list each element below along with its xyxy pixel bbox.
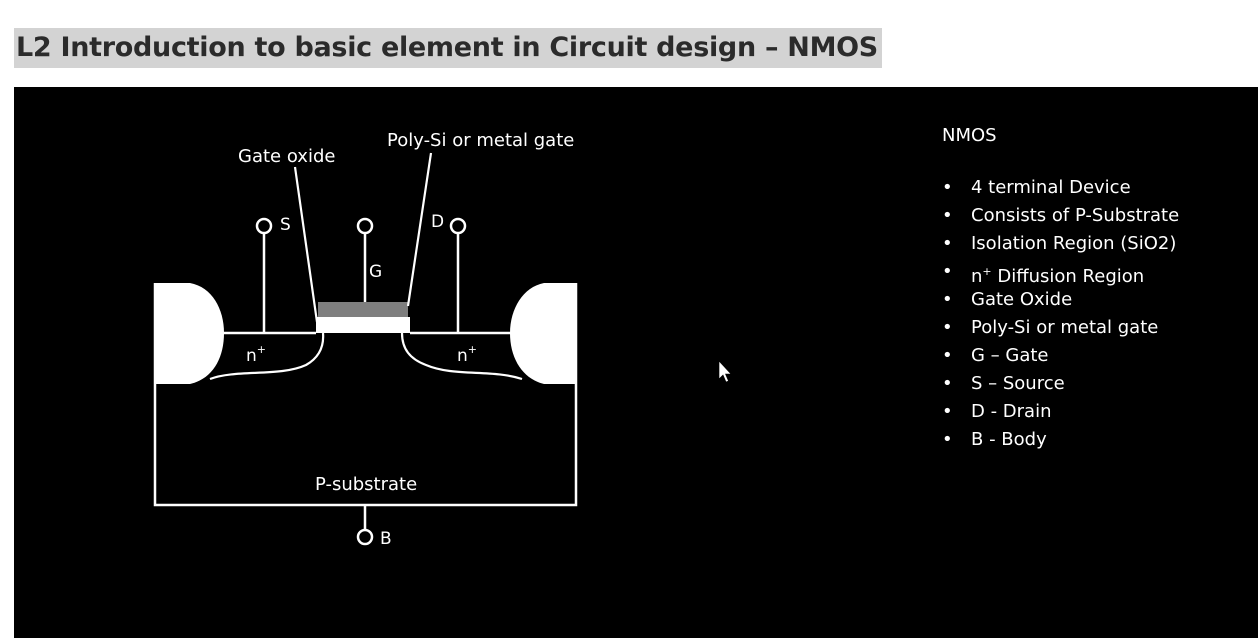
poly-gate-pointer [406,152,433,307]
source-terminal-circle [255,217,273,235]
n-plus-label-left: n+ [246,343,266,366]
body-terminal-circle [356,528,374,546]
info-item: n+ Diffusion Region [942,258,1179,287]
isolation-region-left [155,283,224,384]
gate-label: G [369,262,382,282]
poly-gate-label: Poly-Si or metal gate [387,130,574,151]
gate-terminal-circle [356,217,374,235]
drain-terminal-circle [449,217,467,235]
gate-oxide-layer [316,317,410,333]
source-label: S [280,215,291,235]
drain-label: D [431,212,444,232]
info-item: Gate Oxide [942,286,1179,314]
gate-oxide-pointer [293,166,319,323]
nmos-info-panel: NMOS 4 terminal Device Consists of P-Sub… [942,125,1179,454]
info-item: 4 terminal Device [942,174,1179,202]
info-list: 4 terminal Device Consists of P-Substrat… [942,174,1179,454]
n-plus-diffusion-left [209,332,325,381]
info-item: D - Drain [942,398,1179,426]
info-item: Poly-Si or metal gate [942,314,1179,342]
gate-oxide-label: Gate oxide [238,146,335,167]
n-plus-diffusion-right [400,332,523,381]
substrate-label: P-substrate [315,474,417,495]
body-label: B [380,529,392,549]
page-title: L2 Introduction to basic element in Circ… [14,28,882,68]
nmos-slide: Gate oxide Poly-Si or metal gate S G D B… [14,87,1258,638]
isolation-region-right [510,283,576,384]
info-item: Isolation Region (SiO2) [942,230,1179,258]
info-item: Consists of P-Substrate [942,202,1179,230]
nmos-cross-section-diagram: Gate oxide Poly-Si or metal gate S G D B… [153,130,732,549]
gate-metal-layer [318,302,408,317]
info-title: NMOS [942,125,997,146]
mouse-cursor-icon [718,360,732,383]
n-plus-label-right: n+ [457,343,477,366]
info-item: G – Gate [942,342,1179,370]
info-item: B - Body [942,426,1179,454]
info-item: S – Source [942,370,1179,398]
